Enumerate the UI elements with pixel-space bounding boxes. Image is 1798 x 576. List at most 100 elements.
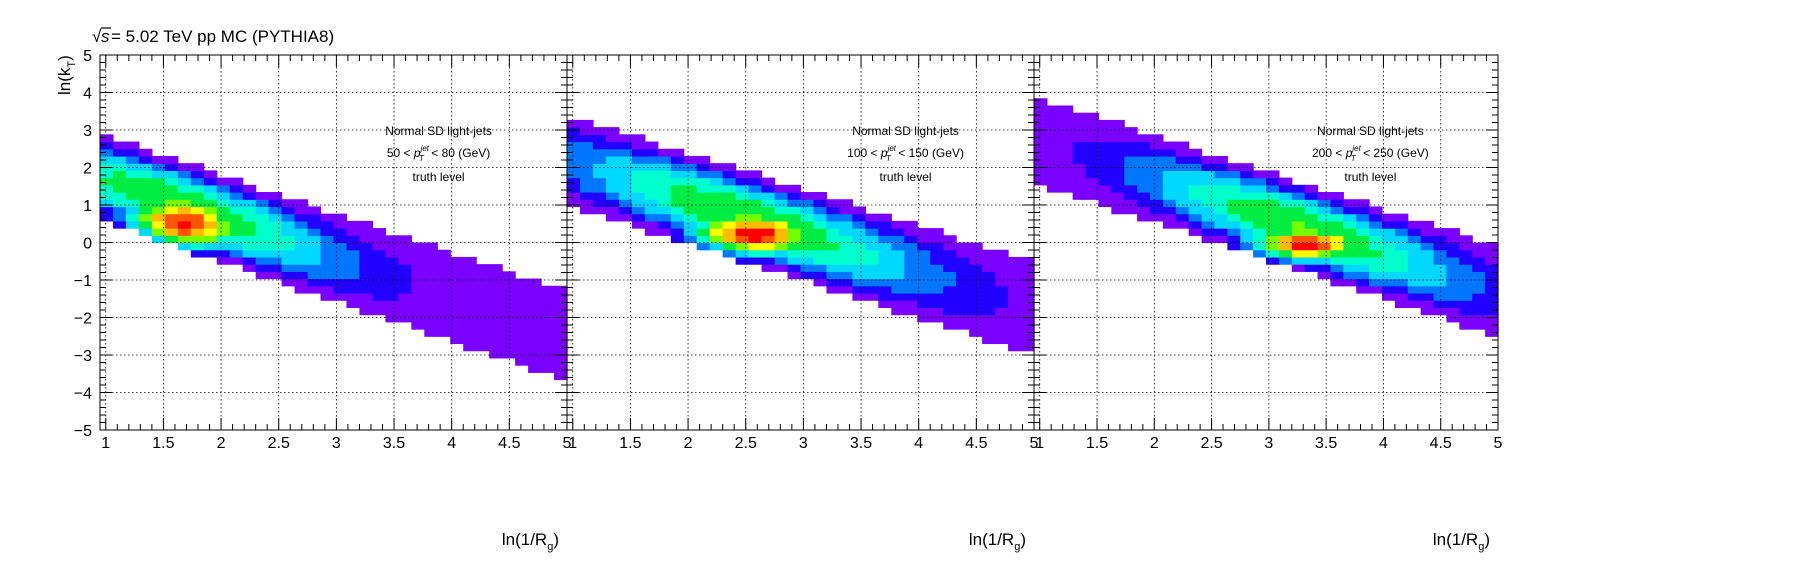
heatmap-cell — [1407, 256, 1422, 265]
heatmap-cell — [748, 220, 763, 229]
heatmap-cell — [1137, 134, 1151, 143]
heatmap-cell — [333, 264, 348, 272]
heatmap-cell — [735, 192, 750, 200]
heatmap-cell — [125, 220, 140, 229]
heatmap-cell — [229, 228, 244, 236]
x-tick-label: 1 — [568, 435, 577, 452]
heatmap-cell — [1291, 184, 1306, 193]
heatmap-cell — [1059, 134, 1074, 143]
heatmap-cell — [670, 228, 685, 236]
heatmap-cell — [1162, 141, 1177, 150]
heatmap-cell — [618, 213, 633, 222]
heatmap-cell — [670, 148, 685, 157]
heatmap-cell — [1394, 285, 1409, 294]
heatmap-cell — [1485, 307, 1499, 316]
heatmap-cell — [865, 278, 879, 287]
heatmap-cell — [476, 285, 490, 294]
heatmap-cell — [1459, 321, 1473, 330]
heatmap-cell — [359, 292, 374, 301]
heatmap-cell — [839, 206, 853, 215]
heatmap-cell — [463, 336, 477, 345]
heatmap-cell — [1291, 199, 1306, 208]
heatmap-cell — [567, 177, 581, 186]
heatmap-cell — [1240, 192, 1254, 200]
heatmap-cell — [1356, 228, 1370, 236]
heatmap-cell — [541, 300, 555, 308]
heatmap-cell — [1188, 220, 1203, 229]
heatmap-cell — [541, 314, 555, 323]
heatmap-cell — [359, 249, 374, 258]
heatmap-cell — [1227, 206, 1241, 215]
heatmap-cell — [1356, 235, 1370, 244]
heatmap-cell — [1046, 155, 1061, 164]
heatmap-cell — [826, 271, 841, 280]
heatmap-cell — [1059, 105, 1074, 114]
heatmap-cell — [255, 206, 270, 215]
heatmap-cell — [657, 155, 672, 164]
heatmap-cell — [177, 206, 192, 215]
heatmap-cell — [709, 206, 724, 215]
heatmap-cell — [1304, 192, 1319, 200]
heatmap-cell — [1137, 155, 1151, 164]
heatmap-cell — [1433, 307, 1448, 316]
heatmap-cell — [579, 155, 594, 164]
heatmap-cell — [1291, 242, 1306, 251]
heatmap-cell — [515, 321, 529, 330]
heatmap-cell — [995, 292, 1009, 301]
heatmap-cell — [268, 242, 283, 251]
heatmap-cell — [917, 278, 931, 287]
heatmap-cell — [1240, 220, 1254, 229]
heatmap-cell — [748, 256, 763, 265]
heatmap-cell — [904, 292, 918, 301]
heatmap-cell — [657, 177, 672, 186]
heatmap-cell — [1356, 278, 1370, 287]
heatmap-cell — [579, 192, 594, 200]
heatmap-cell — [670, 213, 685, 222]
x-tick-label: 2 — [217, 435, 226, 452]
heatmap-cell — [1485, 292, 1499, 301]
heatmap-cell — [592, 155, 607, 164]
heatmap-cell — [852, 249, 866, 258]
heatmap-cell — [346, 242, 361, 251]
heatmap-cell — [813, 199, 828, 208]
heatmap-cell — [1485, 271, 1499, 280]
heatmap-cell — [1201, 199, 1216, 208]
heatmap-cell — [138, 192, 153, 200]
y-axis-label-close: ) — [55, 55, 74, 61]
heatmap-cell — [100, 134, 114, 143]
heatmap-cell — [541, 321, 555, 330]
heatmap-cell — [502, 271, 516, 280]
heatmap-cell — [878, 220, 892, 229]
heatmap-cell — [1137, 141, 1151, 150]
heatmap-cell — [1278, 220, 1293, 229]
heatmap-cell — [112, 206, 127, 215]
heatmap-cell — [1485, 285, 1499, 294]
heatmap-cell — [670, 155, 685, 164]
heatmap-cell — [385, 235, 399, 244]
heatmap-cell — [372, 307, 386, 316]
heatmap-cell — [1317, 249, 1332, 258]
heatmap-cell — [878, 292, 892, 301]
heatmap-cell — [644, 163, 659, 171]
heatmap-cell — [1034, 170, 1048, 179]
heatmap-cell — [359, 228, 374, 236]
heatmap-cell — [216, 206, 231, 215]
heatmap-cell — [852, 292, 866, 301]
heatmap-cell — [1278, 242, 1293, 251]
heatmap-cell — [982, 249, 996, 258]
heatmap-cell — [1021, 271, 1035, 280]
heatmap-cell — [567, 119, 581, 128]
heatmap-cell — [1407, 271, 1422, 280]
heatmap-cell — [1304, 206, 1319, 215]
heatmap-cell — [774, 213, 789, 222]
heatmap-cell — [229, 199, 244, 208]
heatmap-cell — [787, 206, 802, 215]
heatmap-cell — [450, 278, 464, 287]
heatmap-cell — [852, 278, 866, 287]
heatmap-cell — [398, 256, 412, 265]
heatmap-cell — [1046, 163, 1061, 171]
heatmap-cell — [1304, 235, 1319, 244]
heatmap-cell — [203, 220, 218, 229]
heatmap-cell — [1459, 292, 1473, 301]
heatmap-cell — [1472, 242, 1486, 251]
